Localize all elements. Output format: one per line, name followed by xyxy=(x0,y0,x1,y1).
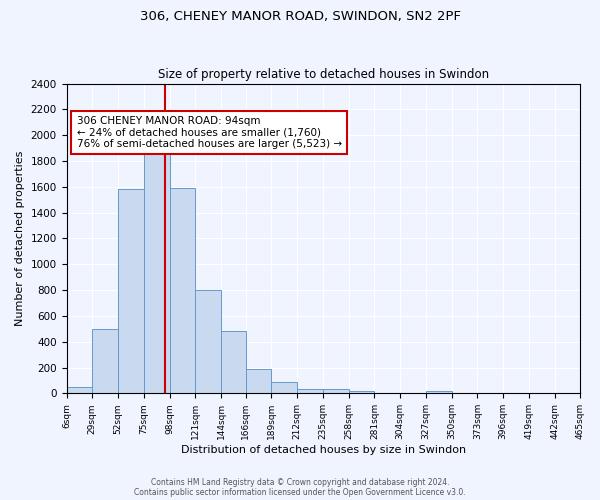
Bar xyxy=(323,390,349,394)
Bar xyxy=(271,382,297,394)
Bar xyxy=(196,290,221,394)
Bar xyxy=(349,391,374,394)
Bar xyxy=(92,329,118,394)
Bar xyxy=(144,142,170,394)
Bar xyxy=(118,190,144,394)
Bar xyxy=(426,391,452,394)
Text: 306, CHENEY MANOR ROAD, SWINDON, SN2 2PF: 306, CHENEY MANOR ROAD, SWINDON, SN2 2PF xyxy=(139,10,461,23)
Bar xyxy=(245,369,271,394)
Bar xyxy=(221,332,245,394)
Bar xyxy=(67,387,92,394)
Text: Contains HM Land Registry data © Crown copyright and database right 2024.
Contai: Contains HM Land Registry data © Crown c… xyxy=(134,478,466,497)
X-axis label: Distribution of detached houses by size in Swindon: Distribution of detached houses by size … xyxy=(181,445,466,455)
Bar xyxy=(170,188,196,394)
Y-axis label: Number of detached properties: Number of detached properties xyxy=(15,151,25,326)
Title: Size of property relative to detached houses in Swindon: Size of property relative to detached ho… xyxy=(158,68,489,81)
Text: 306 CHENEY MANOR ROAD: 94sqm
← 24% of detached houses are smaller (1,760)
76% of: 306 CHENEY MANOR ROAD: 94sqm ← 24% of de… xyxy=(77,116,342,149)
Bar xyxy=(297,390,323,394)
